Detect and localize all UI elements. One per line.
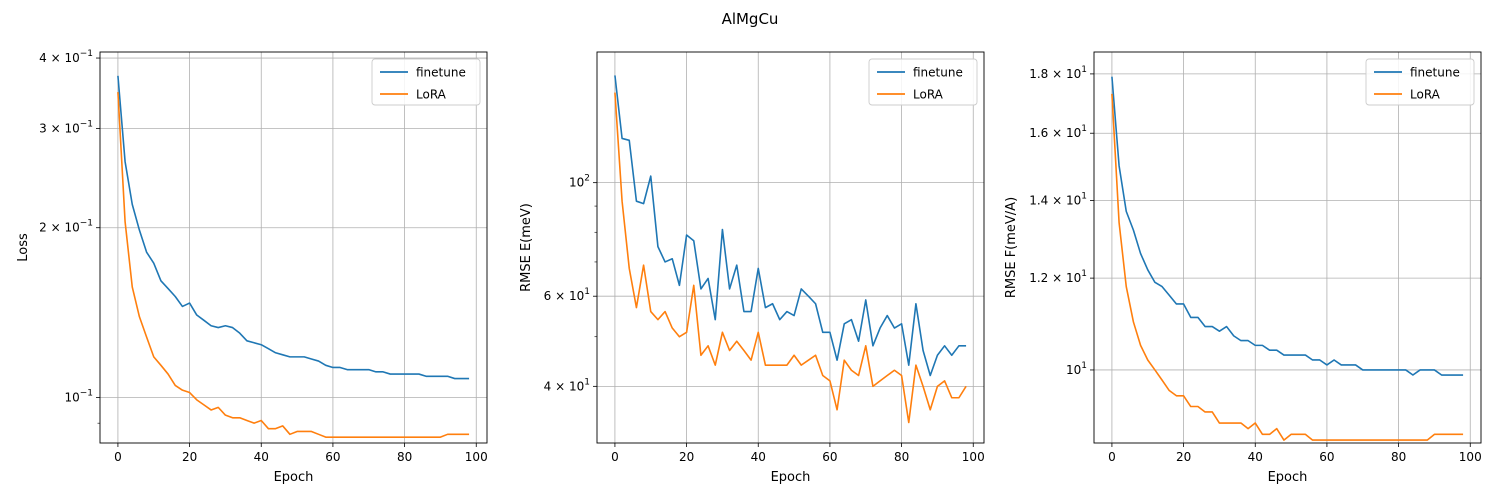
x-tick-label: 0 [114,450,122,464]
series-line-finetune [117,75,470,380]
legend-label-finetune: finetune [416,66,466,80]
legend: finetune LoRA [1365,58,1475,106]
series-line-finetune [614,75,967,377]
y-tick-label: 1.6 × 101 [1029,124,1087,140]
series-line-lora [117,92,470,438]
legend-label-lora: LoRA [913,88,944,102]
x-tick-label: 40 [254,450,269,464]
y-tick-label: 1.8 × 101 [1029,65,1087,81]
y-tick-label: 10−1 [64,388,93,404]
x-tick-label: 100 [465,450,488,464]
y-tick-label: 4 × 101 [544,377,590,393]
figure-title: AlMgCu [722,10,779,28]
y-tick-label: 6 × 101 [544,287,590,303]
y-tick-label: 4 × 10−1 [39,49,93,65]
x-tick-label: 100 [1459,450,1482,464]
x-tick-label: 20 [182,450,197,464]
axes-frame [1093,51,1482,444]
x-tick-label: 20 [679,450,694,464]
legend-label-finetune: finetune [1410,66,1460,80]
y-tick-label: 3 × 10−1 [39,119,93,135]
y-tick-label: 102 [569,174,590,190]
rmse-energy-subplot: 0 20 40 60 80 100 4 × 101 6 × 101 102 Epoch RMSE E… [519,51,985,485]
x-tick-label: 60 [822,450,837,464]
x-tick-label: 40 [1248,450,1263,464]
y-tick-label: 1.2 × 101 [1029,269,1087,285]
y-tick-label: 1.4 × 101 [1029,191,1087,207]
rmse-force-subplot: 0 20 40 60 80 100 101 1.2 × 101 1.4 × 101 1.6 × 1… [1004,51,1482,485]
x-tick-label: 40 [751,450,766,464]
series-line-finetune [1111,76,1464,376]
y-axis-label: RMSE F(meV/A) [1004,197,1019,298]
legend-label-lora: LoRA [416,88,447,102]
y-tick-label: 101 [1066,361,1087,377]
legend: finetune LoRA [371,58,481,106]
legend: finetune LoRA [868,58,978,106]
x-tick-label: 0 [611,450,619,464]
x-axis-label: Epoch [771,470,811,485]
legend-label-lora: LoRA [1410,88,1441,102]
x-axis-label: Epoch [274,470,314,485]
x-tick-label: 0 [1108,450,1116,464]
x-tick-label: 20 [1176,450,1191,464]
y-axis-label: Loss [16,233,31,262]
x-tick-label: 60 [325,450,340,464]
x-tick-label: 80 [894,450,909,464]
x-tick-label: 60 [1319,450,1334,464]
series-line-lora [614,92,967,424]
loss-subplot: 0 20 40 60 80 100 10−1 2 × 10−1 3 × 10−1 4 × 10−1… [16,49,488,485]
axes-frame [99,51,488,444]
legend-label-finetune: finetune [913,66,963,80]
y-tick-label: 2 × 10−1 [39,219,93,235]
y-axis-label: RMSE E(meV) [519,203,534,292]
series-line-lora [1111,93,1464,441]
axes-frame [596,51,985,444]
x-tick-label: 80 [1391,450,1406,464]
x-axis-label: Epoch [1268,470,1308,485]
x-tick-label: 80 [397,450,412,464]
x-tick-label: 100 [962,450,985,464]
